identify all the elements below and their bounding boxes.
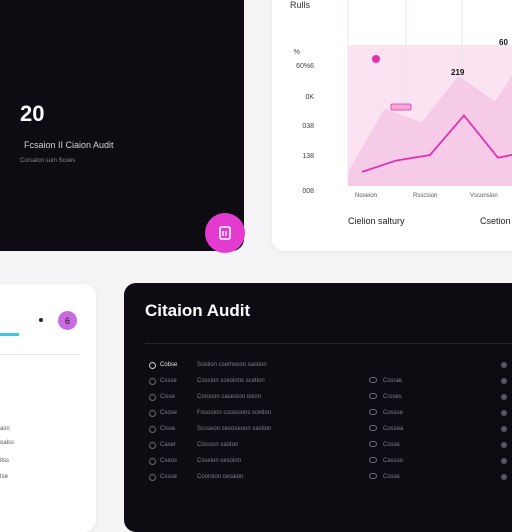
table-row[interactable]: Cobse Scetion csemsoon sastion xyxy=(145,362,512,376)
list-item[interactable]: oalss xyxy=(0,440,15,446)
row-name: Ciosson saoton xyxy=(197,442,239,448)
y-tick: 138 xyxy=(302,153,314,160)
list-item[interactable]: tse xyxy=(0,474,9,480)
table-row[interactable]: Caser Ciosson saoton Cssse xyxy=(145,441,512,456)
y-tick: 0K xyxy=(305,94,314,101)
status-icon xyxy=(369,441,377,447)
row-status: Cssrae xyxy=(383,378,403,384)
list-item[interactable]: asn xyxy=(0,426,10,432)
row-status: Cassso xyxy=(383,458,404,464)
annotation: 219 xyxy=(451,68,465,77)
table-row[interactable]: Cseos Csseion cesoion Cassso xyxy=(145,457,512,472)
area-series xyxy=(348,75,512,186)
row-name: Coorsion cesaion xyxy=(197,474,244,480)
annotation: 60 xyxy=(499,38,508,47)
row-name: Coroson casesion osion xyxy=(197,394,262,400)
status-icon xyxy=(369,425,377,431)
row-id: Ctsse xyxy=(160,426,176,432)
row-id: Csose xyxy=(160,410,178,416)
row-checkbox[interactable] xyxy=(149,378,156,385)
table-row[interactable]: Cisse Coroson casesion osion Crsses xyxy=(145,393,512,408)
document-button[interactable] xyxy=(205,213,245,253)
x-tick: Rsscsion xyxy=(413,193,438,199)
row-status: Cssse xyxy=(383,474,400,480)
table-row[interactable]: Cssse Cossion sceoions scetion Cssrae xyxy=(145,377,512,392)
row-checkbox[interactable] xyxy=(149,426,156,433)
row-menu-icon[interactable] xyxy=(501,362,507,368)
summary-meta: Corsaion sum Scoes xyxy=(20,158,76,164)
citation-count: 20 xyxy=(20,101,45,126)
row-id: Cseos xyxy=(160,458,178,464)
row-status: Cssse xyxy=(383,442,400,448)
line-series xyxy=(361,114,512,173)
legend-item: Cielion saltury xyxy=(348,216,405,226)
document-icon xyxy=(219,226,231,240)
row-id: Cssse xyxy=(160,378,177,384)
status-icon xyxy=(369,377,377,383)
status-dot xyxy=(39,318,43,322)
row-name: Fosooion coosoions scetion xyxy=(197,410,272,416)
data-point xyxy=(372,55,380,63)
row-menu-icon[interactable] xyxy=(501,378,507,384)
row-id: Cssoe xyxy=(160,474,178,480)
row-checkbox[interactable] xyxy=(149,458,156,465)
status-icon xyxy=(369,473,377,479)
table-row[interactable]: Csose Fosooion coosoions scetion Cossse xyxy=(145,409,512,424)
chart-title: Rulls xyxy=(290,0,311,10)
area-chart xyxy=(347,0,512,186)
summary-subtitle: Fcsaion II Ciaion Audit xyxy=(24,140,114,150)
row-menu-icon[interactable] xyxy=(501,410,507,416)
legend-item: Csetion xyxy=(480,216,511,226)
row-checkbox[interactable] xyxy=(149,410,156,417)
summary-card xyxy=(0,0,244,251)
row-status: Cossea xyxy=(383,426,404,432)
divider xyxy=(0,354,80,355)
y-tick: 008 xyxy=(302,188,314,195)
status-icon xyxy=(369,409,377,415)
row-name: Scetion csemsoon sastion xyxy=(197,362,267,368)
row-status: Crsses xyxy=(383,394,402,400)
side-panel xyxy=(0,284,96,532)
row-name: Scsseon cesoseoon sastion xyxy=(197,426,272,432)
audit-title: Citaion Audit xyxy=(145,301,251,320)
y-tick: 038 xyxy=(302,123,314,130)
row-checkbox[interactable] xyxy=(149,442,156,449)
divider xyxy=(145,343,512,344)
list-item[interactable]: itss xyxy=(0,458,9,464)
row-checkbox[interactable] xyxy=(149,394,156,401)
row-menu-icon[interactable] xyxy=(501,442,507,448)
row-checkbox[interactable] xyxy=(149,474,156,481)
table-row[interactable]: Ctsse Scsseon cesoseoon sastion Cossea xyxy=(145,425,512,440)
tooltip-marker xyxy=(390,103,412,111)
row-menu-icon[interactable] xyxy=(501,458,507,464)
row-name: Csseion cesoion xyxy=(197,458,242,464)
y-tick: 60%6 xyxy=(296,63,314,70)
row-menu-icon[interactable] xyxy=(501,474,507,480)
x-tick: Vsconsion xyxy=(470,193,498,199)
status-icon xyxy=(369,457,377,463)
y-tick: % xyxy=(293,49,300,56)
row-id: Caser xyxy=(160,442,177,448)
status-icon xyxy=(369,393,377,399)
row-menu-icon[interactable] xyxy=(501,394,507,400)
row-name: Cossion sceoions scetion xyxy=(197,378,265,384)
row-menu-icon[interactable] xyxy=(501,426,507,432)
row-id: Cisse xyxy=(160,394,176,400)
chart-card: Rulls % 60%6 0K 038 138 008 Noseion Rssc… xyxy=(272,0,512,251)
table-row[interactable]: Cssoe Coorsion cesaion Cssse xyxy=(145,473,512,488)
count-badge[interactable]: 6 xyxy=(58,311,77,330)
row-status: Cossse xyxy=(383,410,404,416)
progress-bar xyxy=(0,333,19,336)
row-checkbox[interactable] xyxy=(149,362,156,369)
audit-card xyxy=(124,283,512,532)
row-id: Cobse xyxy=(160,362,178,368)
x-tick: Noseion xyxy=(355,193,378,199)
